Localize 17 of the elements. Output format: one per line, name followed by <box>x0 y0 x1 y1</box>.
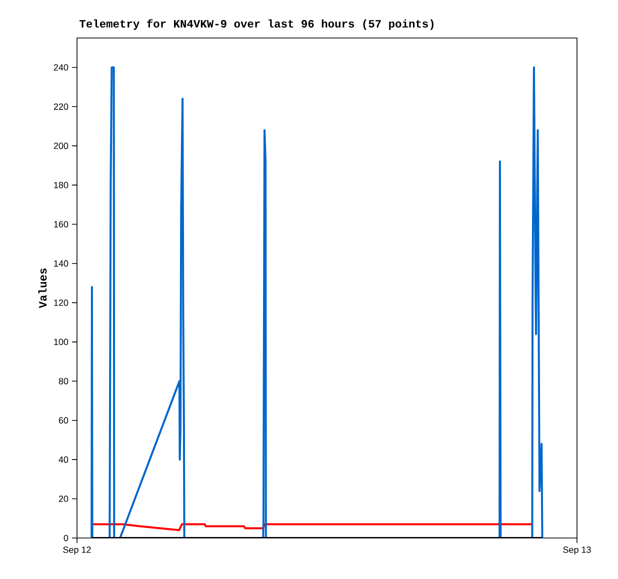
y-tick-label: 100 <box>54 338 68 346</box>
y-tick-label: 180 <box>54 182 68 188</box>
x-tick-label: Sep 12 <box>63 546 91 555</box>
y-tick-label: 0 <box>64 534 68 542</box>
y-tick-label: 140 <box>54 260 68 267</box>
y-tick-label: 200 <box>54 142 68 150</box>
y-tick-label: 160 <box>54 221 68 228</box>
y-tick-label: 120 <box>54 300 68 306</box>
x-tick-label: Sep 13 <box>563 546 591 555</box>
y-axis-title: Values <box>38 268 47 308</box>
y-tick-label: 40 <box>58 456 68 463</box>
chart-title: Telemetry for KN4VKW-9 over last 96 hours (57 points) <box>80 19 434 30</box>
y-tick-label: 240 <box>54 64 68 71</box>
y-tick-label: 220 <box>54 103 68 110</box>
y-tick-label: 60 <box>58 417 68 424</box>
y-tick-label: 80 <box>58 378 68 384</box>
y-tick-label: 20 <box>58 496 68 502</box>
